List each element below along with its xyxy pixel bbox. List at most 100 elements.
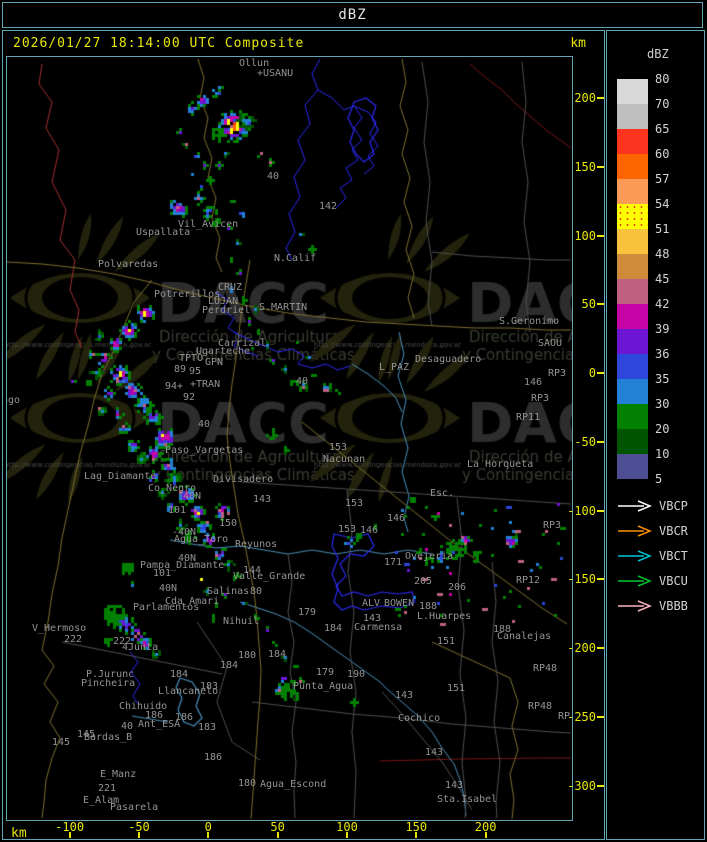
map-label: 40 xyxy=(267,171,280,182)
map-label: 180 xyxy=(238,778,257,789)
map-label: Valle_Grande xyxy=(233,571,306,582)
scale-swatch xyxy=(617,329,648,354)
x-tick-mark xyxy=(276,832,279,838)
map-label: L.Huarpes xyxy=(417,611,472,622)
map-label: Canalejas xyxy=(497,631,552,642)
map-label: Reyunos xyxy=(235,539,278,550)
map-label: 150 xyxy=(219,518,238,529)
map-label: Agua_Toro xyxy=(174,534,229,545)
scale-swatch xyxy=(617,204,648,229)
scale-swatch xyxy=(617,179,648,204)
map-label: 179 xyxy=(316,667,335,678)
map-label: 143 xyxy=(445,780,464,791)
map-label: 184 xyxy=(324,623,343,634)
vector-legend-item: VBCR xyxy=(617,524,697,538)
map-label: 40 xyxy=(121,721,134,732)
vector-label: VBCP xyxy=(659,499,688,513)
scale-value-label: 48 xyxy=(655,247,670,261)
map-label: SAOU xyxy=(538,338,563,349)
map-label: 205 xyxy=(414,576,433,587)
scale-value-label: 10 xyxy=(655,447,670,461)
map-label: ALV xyxy=(362,598,381,609)
scale-swatch xyxy=(617,304,648,329)
radar-echo-canvas[interactable] xyxy=(7,57,572,820)
map-label: Nihuil xyxy=(223,616,260,627)
y-tick-mark xyxy=(597,440,604,443)
scale-value-label: 39 xyxy=(655,322,670,336)
map-label: Esc. xyxy=(430,488,455,499)
scale-swatch xyxy=(617,404,648,429)
map-label: Desaguadero xyxy=(415,354,482,365)
map-label: LUJAN xyxy=(208,296,239,307)
map-label: Ant_ESA xyxy=(138,719,181,730)
scale-swatch xyxy=(617,104,648,129)
map-label: 4Junta xyxy=(122,642,159,653)
map-label: Uspallata xyxy=(136,227,191,238)
scale-value-label: 51 xyxy=(655,222,670,236)
map-label: 184 xyxy=(268,649,287,660)
map-label: 143 xyxy=(363,613,382,624)
map-label: 222 xyxy=(113,636,132,647)
scale-title: dBZ xyxy=(647,47,669,61)
x-tick-label: 200 xyxy=(474,820,497,834)
y-tick-label: 50 xyxy=(581,297,596,312)
vector-legend-item: VBCT xyxy=(617,549,697,563)
map-label: +TRAN xyxy=(190,379,221,390)
map-label: RP3 xyxy=(548,368,567,379)
map-label: 188 xyxy=(493,624,512,635)
scale-value-label: 30 xyxy=(655,397,670,411)
map-label: Potrerillos xyxy=(154,289,221,300)
map-label: Paso_Vargetas xyxy=(165,445,244,456)
y-tick-label: -300 xyxy=(567,778,596,793)
map-label: 221 xyxy=(98,783,117,794)
x-tick-label: 0 xyxy=(204,820,212,834)
map-label: 222 xyxy=(64,634,83,645)
map-label: Salinas xyxy=(207,586,250,597)
radar-panel: 2026/01/27 18:14:00 UTC Composite km Oll… xyxy=(2,30,605,841)
x-tick-mark xyxy=(207,832,210,838)
map-label: 143 xyxy=(395,690,414,701)
map-label: RP3 xyxy=(543,520,562,531)
vector-label: VBCU xyxy=(659,574,688,588)
map-label: 95 xyxy=(189,366,202,377)
map-label: Ugarteche xyxy=(196,346,251,357)
map-label: Cochico xyxy=(398,713,441,724)
map-label: TPTO xyxy=(179,353,204,364)
scale-swatch xyxy=(617,354,648,379)
y-tick-label: -50 xyxy=(574,434,596,449)
scale-value-label: 65 xyxy=(655,122,670,136)
map-label: BOWEN xyxy=(384,598,415,609)
radar-map[interactable]: Ollun +USANU 40 142 Vil_Avicen Uspallata N.Cal… xyxy=(6,56,573,821)
map-label: Pampa_Diamante xyxy=(140,560,225,571)
vector-label: VBCR xyxy=(659,524,688,538)
scale-swatch xyxy=(617,154,648,179)
y-tick-mark xyxy=(597,165,604,168)
map-label: 171 xyxy=(384,557,403,568)
map-label: Cda_Amari xyxy=(165,596,220,607)
y-tick-mark xyxy=(597,509,604,512)
map-label: RP11 xyxy=(516,412,541,423)
y-tick-label: -200 xyxy=(567,641,596,655)
map-label: Llancanelo xyxy=(158,686,219,697)
x-axis-unit-label: km xyxy=(11,826,27,841)
y-tick-mark xyxy=(597,234,604,237)
scale-swatch xyxy=(617,379,648,404)
y-tick-label: 0 xyxy=(588,366,596,380)
map-label: Punta_Agua xyxy=(293,681,354,692)
map-label: +USANU xyxy=(257,68,294,79)
map-label: 184 xyxy=(170,669,189,680)
scale-value-label: 42 xyxy=(655,297,670,311)
timestamp-label: 2026/01/27 18:14:00 UTC Composite xyxy=(13,36,305,51)
map-label: Carrizal xyxy=(218,338,267,349)
y-axis-unit-label: km xyxy=(570,36,586,51)
map-label: Bardas_B xyxy=(84,732,133,743)
map-label: V_Hermoso xyxy=(32,623,87,634)
scale-value-label: 57 xyxy=(655,172,670,186)
map-label: Agua_Escond xyxy=(260,779,327,790)
map-label: CRUZ xyxy=(218,282,243,293)
map-label: 40 xyxy=(296,376,309,387)
vector-legend-item: VBCU xyxy=(617,574,697,588)
y-tick-label: -250 xyxy=(567,709,596,724)
y-tick-label: 150 xyxy=(574,159,596,174)
